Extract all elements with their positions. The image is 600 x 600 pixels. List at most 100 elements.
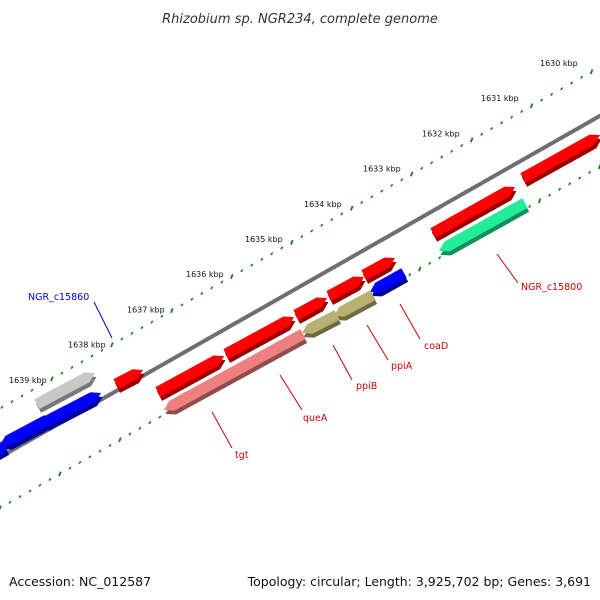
minor-tick <box>580 75 584 79</box>
minor-tick <box>460 144 464 148</box>
gene-label-ppia[interactable]: ppiA <box>391 361 413 372</box>
minor-tick <box>28 489 32 493</box>
gene-arrow-fwd-red-5-body <box>293 297 327 320</box>
gene-arrow-fwd-red-4[interactable] <box>326 276 366 305</box>
minor-tick <box>438 256 442 260</box>
major-tick <box>118 437 122 443</box>
minor-tick <box>520 109 524 114</box>
minor-tick <box>370 195 374 199</box>
minor-tick <box>78 460 82 465</box>
minor-tick <box>18 495 22 499</box>
label-leader-quea <box>279 374 303 411</box>
minor-tick <box>8 500 12 504</box>
minor-tick <box>220 280 224 284</box>
major-tick <box>469 137 474 143</box>
gene-arrow-fwd-red-1[interactable] <box>520 134 600 187</box>
minor-tick <box>190 297 194 301</box>
gene-arrow-rev-blue-1[interactable] <box>0 415 52 450</box>
minor-tick <box>160 314 164 318</box>
gene-label-coad[interactable]: coaD <box>424 341 448 352</box>
gene-label-ngr-c15800[interactable]: NGR_c15800 <box>521 282 582 293</box>
scale-label: 1638 kbp <box>68 341 106 350</box>
gene-arrow-fwd-blue-body <box>42 392 101 427</box>
minor-tick <box>68 466 72 470</box>
minor-tick <box>340 212 344 216</box>
gene-arrow-fwd-red-7-body <box>155 355 224 397</box>
scale-label: 1630 kbp <box>540 59 578 68</box>
minor-tick <box>450 149 454 153</box>
gene-arrow-rev-blue-coaD[interactable] <box>370 268 409 297</box>
gene-label-group: NGR_c15860 NGR_c15800 coaD ppiA ppiB que… <box>28 253 582 461</box>
minor-tick <box>48 477 52 482</box>
gene-arrow-fwd-red-3-body <box>361 257 395 280</box>
gene-arrow-rev-pink[interactable] <box>164 329 308 415</box>
minor-tick <box>510 115 514 119</box>
label-leader-coad <box>399 303 421 340</box>
gene-arrow-rev-blue-2[interactable] <box>0 441 10 464</box>
gene-arrow-fwd-red-8[interactable] <box>113 369 145 393</box>
gene-arrow-rev-green-body <box>439 198 528 252</box>
gene-arrow-fwd-red-5[interactable] <box>293 297 329 324</box>
scale-label: 1633 kbp <box>363 165 401 174</box>
gene-label-quea[interactable]: queA <box>303 413 328 424</box>
minor-tick <box>490 126 494 131</box>
gene-label-tgt[interactable]: tgt <box>235 450 249 461</box>
minor-tick <box>408 273 412 277</box>
gene-arrow-rev-olive-2-body <box>302 310 340 334</box>
minor-tick <box>560 87 564 91</box>
minor-tick <box>128 432 132 436</box>
minor-tick <box>430 161 434 165</box>
gene-arrow-rev-olive-2[interactable] <box>302 310 342 338</box>
minor-tick <box>428 261 432 265</box>
minor-tick <box>568 182 572 186</box>
scale-label: 1636 kbp <box>186 270 224 279</box>
gene-arrow-fwd-red-1-body <box>520 134 600 183</box>
minor-tick <box>120 337 124 341</box>
minor-tick <box>390 183 394 188</box>
scale-label: 1639 kbp <box>9 376 47 385</box>
label-leader-ppib <box>332 344 353 381</box>
minor-tick <box>150 320 154 324</box>
minor-tick <box>200 291 204 296</box>
gene-arrow-rev-green[interactable] <box>439 198 530 256</box>
minor-tick <box>400 178 404 182</box>
gene-arrow-rev-olive-1[interactable] <box>334 290 378 321</box>
minor-tick <box>80 360 84 364</box>
gene-arrow-fwd-red-7[interactable] <box>155 355 226 401</box>
minor-tick <box>130 331 134 335</box>
major-tick <box>529 103 534 109</box>
minor-tick <box>420 166 424 170</box>
minor-tick <box>148 421 152 425</box>
scale-label: 1635 kbp <box>245 235 283 244</box>
gene-features <box>0 134 600 464</box>
minor-tick <box>180 303 184 307</box>
minor-tick <box>310 229 314 233</box>
minor-tick <box>570 81 574 85</box>
gene-label-ppib[interactable]: ppiB <box>356 381 377 392</box>
minor-tick <box>88 455 92 459</box>
minor-tick <box>40 382 44 387</box>
minor-tick <box>98 449 102 453</box>
minor-tick <box>100 348 104 353</box>
gene-arrow-fwd-red-3[interactable] <box>361 257 397 284</box>
map-title: Rhizobium sp. NGR234, complete genome <box>162 12 438 27</box>
gene-arrow-fwd-blue[interactable] <box>42 392 103 431</box>
major-tick <box>58 471 62 477</box>
scale-label: 1632 kbp <box>422 129 460 138</box>
minor-tick <box>548 193 552 197</box>
gene-arrow-fwd-grey[interactable] <box>34 372 97 413</box>
gene-arrow-fwd-red-2-body <box>430 186 515 238</box>
minor-tick <box>300 235 304 239</box>
minor-tick <box>550 92 554 97</box>
minor-tick <box>20 394 24 398</box>
minor-tick <box>30 388 34 392</box>
minor-tick <box>158 415 162 419</box>
gene-arrow-fwd-red-6[interactable] <box>223 316 296 363</box>
minor-tick <box>0 405 4 409</box>
minor-tick <box>38 483 42 487</box>
tick-rows <box>0 69 600 511</box>
gene-label-ngr-c15860[interactable]: NGR_c15860 <box>28 292 89 303</box>
gene-arrow-fwd-red-2[interactable] <box>430 186 517 242</box>
minor-tick <box>320 223 324 227</box>
genome-summary-text: Topology: circular; Length: 3,925,702 bp… <box>247 574 591 589</box>
